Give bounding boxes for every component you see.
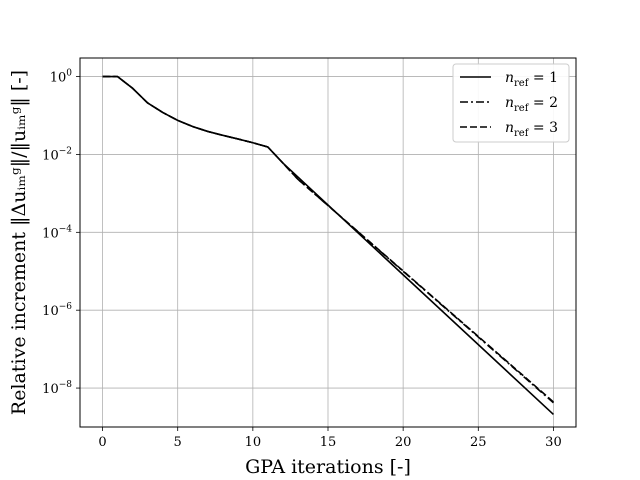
x-tick-label: 20 bbox=[395, 435, 412, 450]
legend-label: nref = 2 bbox=[505, 95, 558, 114]
series-lines bbox=[102, 75, 554, 416]
x-tick-label: 25 bbox=[470, 435, 487, 450]
x-tick-label: 30 bbox=[545, 435, 562, 450]
y-axis-label: Relative increment ‖Δuᵢₘᵍ‖/‖uᵢₘᵍ‖ [-] bbox=[8, 70, 30, 415]
y-tick-label: 10−6 bbox=[42, 302, 72, 319]
x-tick-label: 10 bbox=[245, 435, 262, 450]
series-line bbox=[102, 75, 554, 416]
legend: nref = 1 nref = 2 nref = 3 bbox=[452, 63, 570, 143]
y-axis-ticks: 100 10−2 10−4 10−6 10−8 bbox=[42, 69, 80, 397]
y-tick-label: 10−4 bbox=[42, 224, 72, 241]
y-tick-label: 10−2 bbox=[42, 146, 72, 163]
x-tick-label: 15 bbox=[320, 435, 337, 450]
y-tick-label: 100 bbox=[50, 69, 73, 86]
y-tick-label: 10−8 bbox=[42, 380, 72, 397]
x-axis-ticks: 0 5 10 15 20 25 30 bbox=[98, 427, 562, 450]
legend-label: nref = 3 bbox=[505, 120, 558, 139]
x-tick-label: 5 bbox=[174, 435, 182, 450]
legend-label: nref = 1 bbox=[505, 70, 558, 89]
legend-box bbox=[452, 63, 570, 143]
x-tick-label: 0 bbox=[98, 435, 106, 450]
x-axis-label: GPA iterations [-] bbox=[245, 456, 411, 478]
